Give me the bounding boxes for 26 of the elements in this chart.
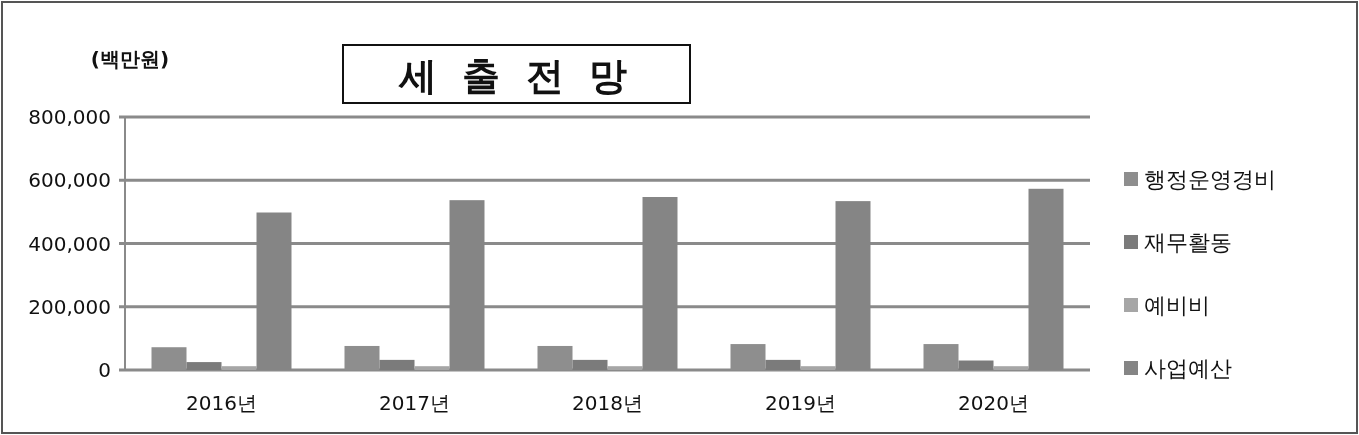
bar bbox=[221, 366, 257, 370]
y-tick-label: 0 bbox=[98, 358, 111, 382]
legend-label: 재무활동 bbox=[1144, 230, 1232, 255]
bar bbox=[958, 360, 994, 370]
x-tick-label: 2019년 bbox=[765, 391, 836, 415]
legend-label: 행정운영경비 bbox=[1144, 167, 1276, 192]
x-tick-label: 2018년 bbox=[572, 391, 643, 415]
y-tick-label: 600,000 bbox=[28, 168, 111, 193]
bar bbox=[379, 359, 415, 370]
y-axis-title: (백만원) bbox=[90, 47, 170, 71]
x-tick-label: 2016년 bbox=[186, 391, 257, 415]
chart-title: 세 출 전 망 bbox=[398, 54, 633, 98]
bar bbox=[572, 359, 608, 370]
x-tick-label: 2017년 bbox=[379, 391, 450, 415]
bar bbox=[414, 366, 450, 370]
bar bbox=[607, 366, 643, 370]
bar bbox=[765, 359, 801, 370]
bar bbox=[186, 362, 222, 370]
y-tick-label: 200,000 bbox=[28, 294, 111, 319]
y-tick-label: 800,000 bbox=[28, 105, 111, 129]
legend-label: 예비비 bbox=[1144, 293, 1210, 318]
legend-label: 사업예산 bbox=[1144, 356, 1232, 381]
bar bbox=[993, 366, 1029, 370]
bar bbox=[800, 366, 836, 370]
y-tick-label: 400,000 bbox=[28, 231, 111, 256]
x-tick-label: 2020년 bbox=[958, 391, 1029, 415]
